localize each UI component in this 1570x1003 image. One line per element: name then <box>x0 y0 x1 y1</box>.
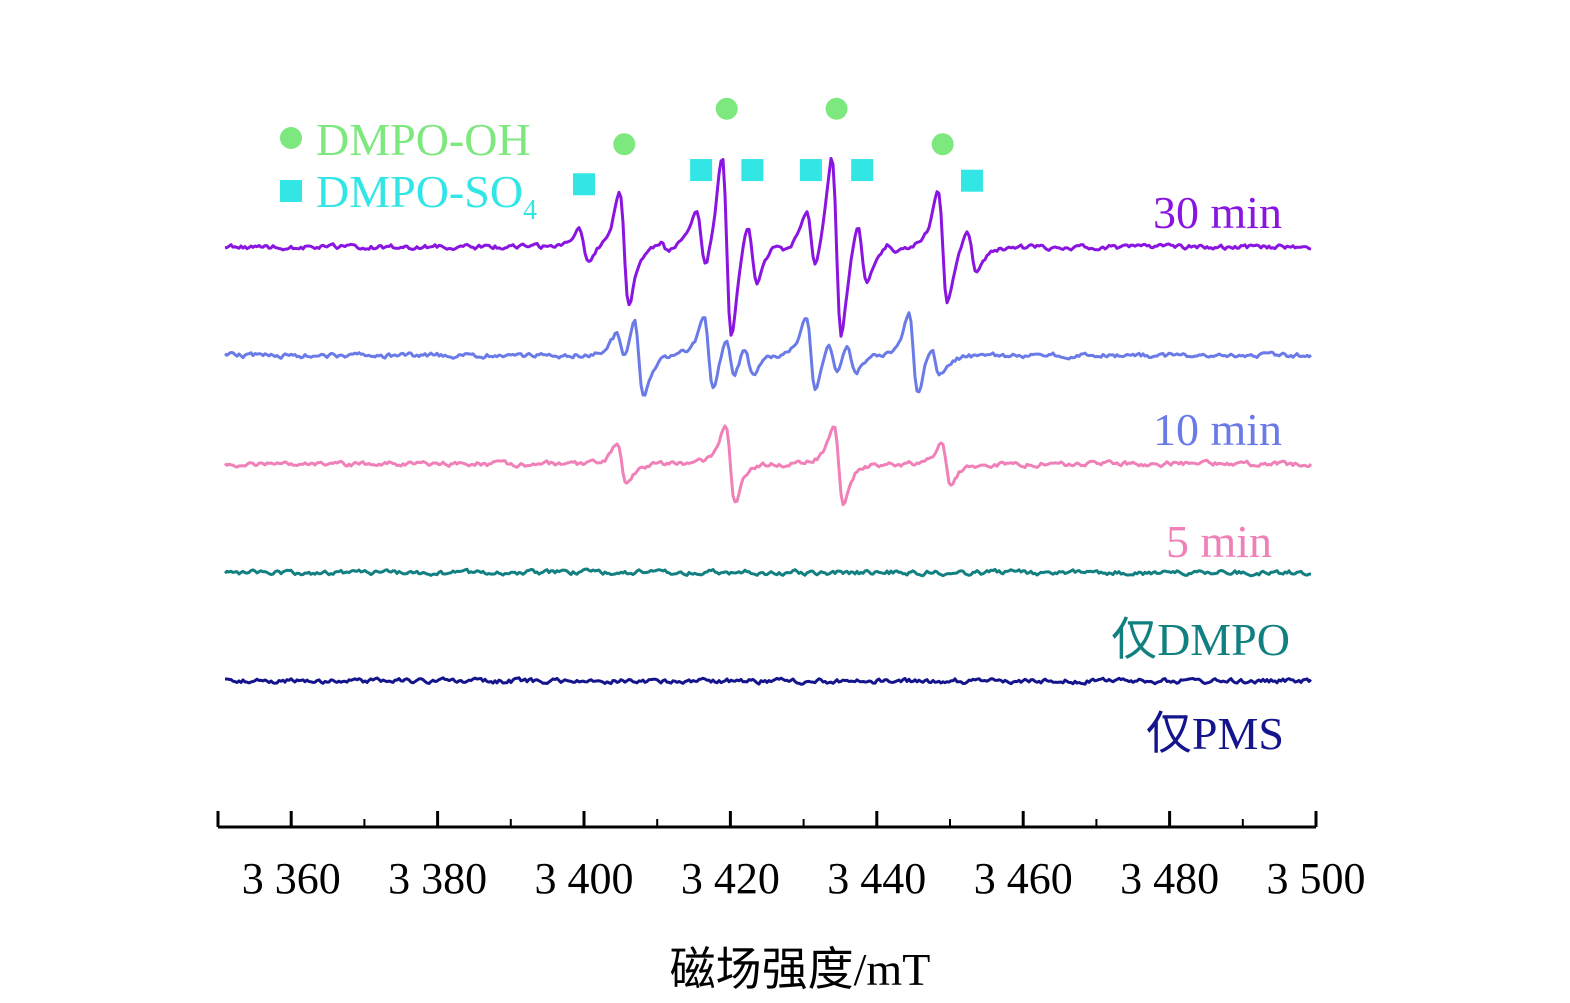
dmpo-so4-marker <box>851 159 874 182</box>
legend-so4-square-marker <box>280 180 302 202</box>
series-label: 5 min <box>1166 516 1272 567</box>
dmpo-oh-marker <box>825 97 848 120</box>
x-tick-label: 3 500 <box>1267 854 1366 903</box>
legend-so4-label-sub: 4 <box>523 195 537 226</box>
series-line-0 <box>224 156 1312 338</box>
x-axis-ticks: 3 360 3 380 3 400 3 420 3 440 3 460 3 480 3 500 <box>216 811 1366 903</box>
dmpo-so4-marker <box>741 159 764 182</box>
dmpo-so4-marker <box>960 169 983 192</box>
legend-oh-label: DMPO-OH <box>316 114 531 165</box>
x-axis-title: 磁场强度/mT <box>670 944 931 995</box>
series-layer: 30 min 10 min 5 min 仅DMPO 仅PMS <box>223 156 1313 759</box>
legend-so4-label-main: DMPO-SO <box>316 166 523 217</box>
series-line-4 <box>225 676 1312 686</box>
dmpo-oh-marker <box>931 133 954 156</box>
legend-oh-circle-marker <box>280 127 302 149</box>
dmpo-so4-marker <box>573 173 595 196</box>
series-label: 10 min <box>1153 404 1282 455</box>
x-tick-label: 3 380 <box>388 854 487 903</box>
series-line-1 <box>224 311 1312 397</box>
series-label: 仅DMPO <box>1111 614 1290 665</box>
x-tick-label: 3 480 <box>1120 854 1219 903</box>
x-tick-label: 3 360 <box>242 854 341 903</box>
series-line-3 <box>223 567 1312 578</box>
legend: DMPO-OH DMPO-SO4 <box>280 114 537 226</box>
dmpo-so4-marker <box>799 159 822 182</box>
series-label: 仅PMS <box>1146 708 1284 759</box>
legend-so4-label: DMPO-SO4 <box>316 166 537 226</box>
x-tick-label: 3 420 <box>681 854 780 903</box>
dmpo-oh-marker <box>613 133 636 156</box>
dmpo-so4-marker <box>690 159 713 182</box>
series-line-2 <box>223 424 1313 507</box>
dmpo-oh-marker <box>715 97 738 120</box>
x-tick-label: 3 460 <box>974 854 1073 903</box>
x-tick-label: 3 440 <box>827 854 926 903</box>
series-label: 30 min <box>1153 187 1282 238</box>
marker-layer <box>573 97 983 196</box>
x-tick-label: 3 400 <box>535 854 634 903</box>
